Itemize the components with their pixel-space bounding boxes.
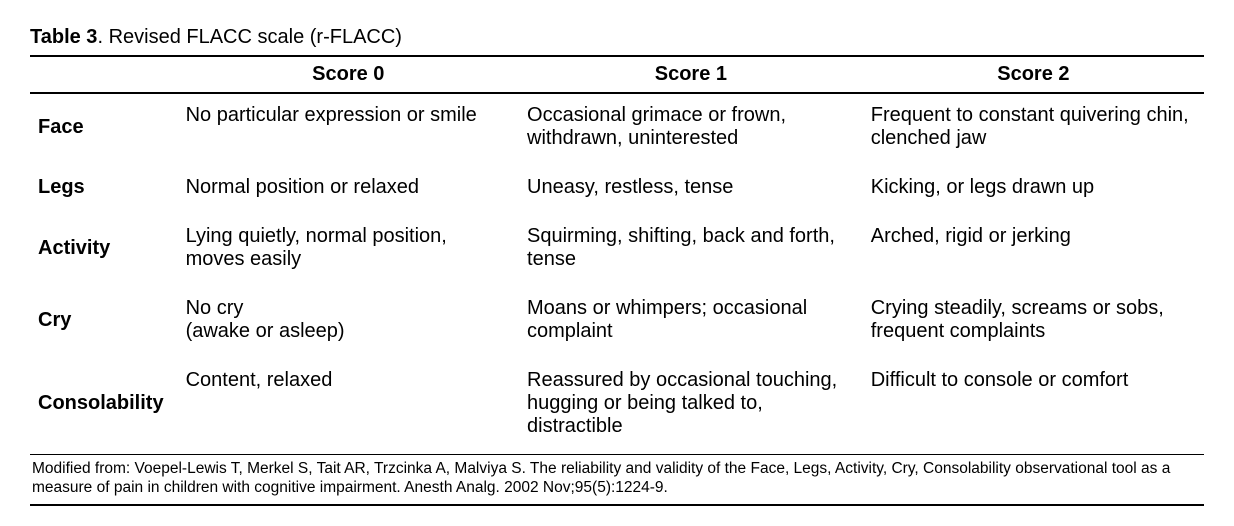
cell-score-1: Moans or whimpers; occasional complaint [519,287,863,359]
row-label: Face [30,93,178,166]
footnote-text: Modified from: Voepel-Lewis T, Merkel S,… [30,455,1204,505]
row-label: Legs [30,166,178,215]
cell-score-0: Lying quietly, normal position, moves ea… [178,215,519,287]
table-row: Consolability Content, relaxed Reassured… [30,359,1204,455]
cell-score-2: Difficult to console or comfort [863,359,1204,455]
table-row: Cry No cry (awake or asleep) Moans or wh… [30,287,1204,359]
cell-score-0: No particular expression or smile [178,93,519,166]
header-empty [30,57,178,93]
cell-score-2: Kicking, or legs drawn up [863,166,1204,215]
cell-score-0: No cry (awake or asleep) [178,287,519,359]
cell-score-2: Crying steadily, screams or sobs, freque… [863,287,1204,359]
table-row: Activity Lying quietly, normal position,… [30,215,1204,287]
cell-score-1: Occasional grimace or frown, withdrawn, … [519,93,863,166]
cell-score-0: Normal position or relaxed [178,166,519,215]
cell-score-1: Reassured by occasional touching, huggin… [519,359,863,455]
row-label: Activity [30,215,178,287]
cell-score-0: Content, relaxed [178,359,519,455]
header-score-2: Score 2 [863,57,1204,93]
header-score-0: Score 0 [178,57,519,93]
table-caption-label: Table 3 [30,26,97,48]
cell-score-2: Frequent to constant quivering chin, cle… [863,93,1204,166]
table-row: Legs Normal position or relaxed Uneasy, … [30,166,1204,215]
table-caption: Table 3. Revised FLACC scale (r-FLACC) [30,20,1204,57]
row-label: Consolability [30,359,178,455]
footnote-row: Modified from: Voepel-Lewis T, Merkel S,… [30,455,1204,505]
header-row: Score 0 Score 1 Score 2 [30,57,1204,93]
header-score-1: Score 1 [519,57,863,93]
table-caption-title: Revised FLACC scale (r-FLACC) [109,26,402,48]
table-row: Face No particular expression or smile O… [30,93,1204,166]
flacc-table-wrap: Table 3. Revised FLACC scale (r-FLACC) S… [30,20,1204,506]
row-label: Cry [30,287,178,359]
cell-score-1: Uneasy, restless, tense [519,166,863,215]
cell-score-1: Squirming, shifting, back and forth, ten… [519,215,863,287]
table-caption-sep: . [97,26,108,48]
cell-score-2: Arched, rigid or jerking [863,215,1204,287]
flacc-table: Score 0 Score 1 Score 2 Face No particul… [30,57,1204,506]
